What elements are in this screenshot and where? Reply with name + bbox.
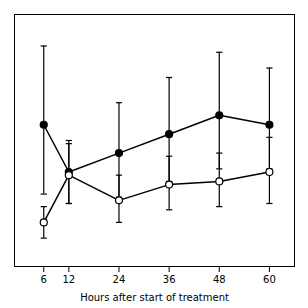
svg-text:60: 60 [263,274,276,285]
svg-text:12: 12 [62,274,75,285]
svg-text:Hours after start of treatment: Hours after start of treatment [80,292,229,303]
svg-text:24: 24 [113,274,126,285]
svg-text:48: 48 [213,274,226,285]
svg-text:36: 36 [163,274,176,285]
svg-text:6: 6 [41,274,47,285]
